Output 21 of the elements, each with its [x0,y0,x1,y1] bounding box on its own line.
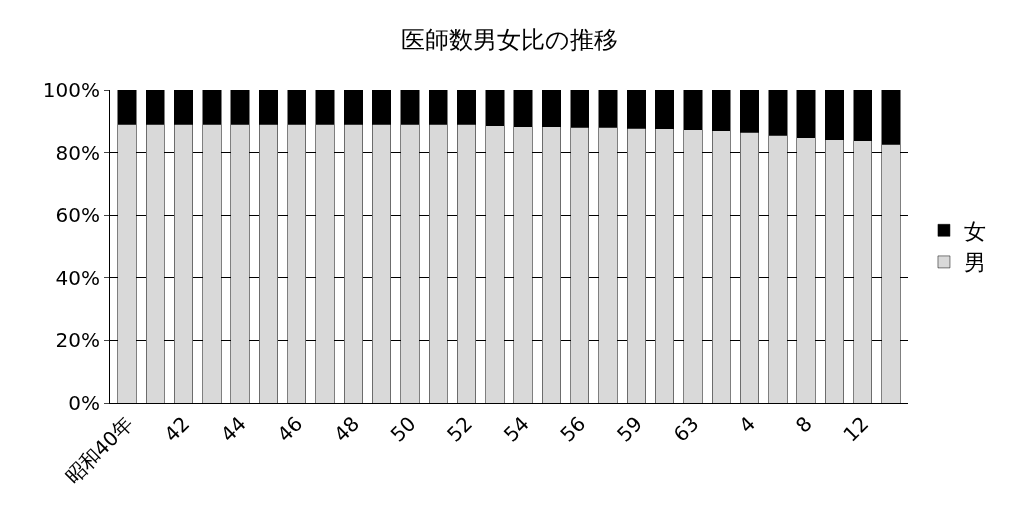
x-tick-label: 63 [668,411,704,447]
y-tick-label: 20% [55,328,100,353]
chart-title: 医師数男女比の推移 [400,26,618,55]
x-tick-label: 48 [329,411,364,447]
x-tick-label: 54 [498,411,534,447]
y-tick-label: 60% [55,203,100,228]
x-tick-label: 50 [385,411,421,447]
y-tick-label: 40% [55,265,100,290]
y-tick-label: 100% [42,78,100,102]
y-tick-label: 80% [55,140,100,165]
x-tick-label: 42 [159,411,195,447]
x-tick-label: 44 [215,411,251,447]
x-tick-label: 52 [442,411,478,447]
legend-label: 男 [963,250,986,276]
x-tick-label: 59 [611,411,647,447]
x-tick-label: 8 [790,411,817,438]
x-tick-label: 46 [272,411,308,447]
legend-label: 女 [963,218,986,244]
x-tick-label: 12 [838,411,874,447]
x-tick-label: 56 [555,411,591,447]
x-tick-label: 4 [734,411,761,438]
